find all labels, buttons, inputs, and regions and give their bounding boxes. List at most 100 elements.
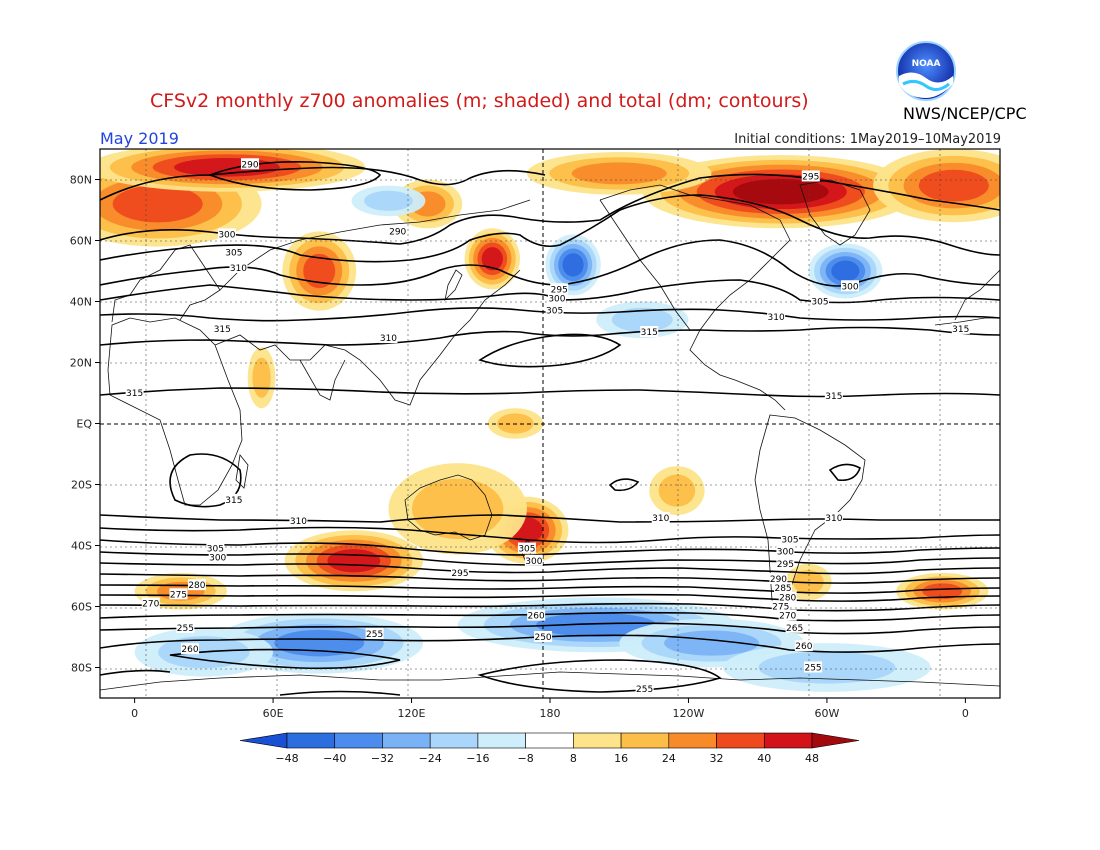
- colorbar-box: [668, 732, 717, 749]
- svg-text:305: 305: [781, 535, 798, 545]
- lon-tick-label: 0: [131, 707, 138, 720]
- noaa-logo: NOAA: [896, 41, 956, 101]
- svg-text:310: 310: [230, 264, 247, 274]
- svg-text:315: 315: [641, 328, 658, 338]
- svg-text:310: 310: [768, 313, 785, 323]
- svg-text:270: 270: [142, 599, 159, 609]
- svg-text:290: 290: [241, 160, 258, 170]
- contour-label: 295: [776, 557, 795, 570]
- lon-tick-label: 120W: [673, 707, 705, 720]
- anomaly-blob: [351, 185, 426, 217]
- svg-text:315: 315: [952, 325, 969, 335]
- contour-label: 300: [208, 551, 227, 564]
- anomaly-blob: [808, 243, 883, 299]
- anomaly-blob: [247, 347, 276, 409]
- lon-tick-label: 120E: [398, 707, 426, 720]
- contour-label: 260: [794, 640, 813, 652]
- contour-label: 315: [125, 387, 144, 399]
- svg-text:295: 295: [551, 285, 568, 295]
- svg-text:255: 255: [804, 664, 821, 674]
- svg-text:300: 300: [525, 557, 542, 567]
- contour-label: 280: [778, 591, 797, 603]
- svg-text:255: 255: [366, 630, 383, 640]
- colorbar-arrow-right: [811, 732, 860, 749]
- colorbar-label: −16: [466, 752, 489, 765]
- contour-label: 295: [451, 566, 469, 579]
- contour-label: 310: [651, 512, 670, 524]
- contour-label: 300: [524, 554, 543, 567]
- colorbar-box: [716, 732, 765, 749]
- colorbar-box: [382, 732, 431, 749]
- svg-text:310: 310: [825, 514, 842, 524]
- lat-tick-label: 20N: [70, 357, 92, 370]
- svg-text:310: 310: [652, 514, 669, 524]
- contour-label: 270: [778, 609, 797, 622]
- svg-text:315: 315: [825, 392, 842, 402]
- contour-label: 290: [388, 225, 407, 237]
- colorbar-box: [525, 732, 574, 749]
- contour-label: 255: [176, 621, 195, 634]
- colorbar-label: 16: [614, 752, 628, 765]
- contour-label: 305: [781, 533, 799, 545]
- colorbar: −48 −40 −32 −24 −16 −8 8 16 24 32 40 48: [239, 732, 860, 765]
- contour-label: 305: [224, 246, 243, 259]
- contour-label: 310: [229, 261, 248, 274]
- svg-text:255: 255: [636, 685, 653, 695]
- contour-label: 265: [785, 621, 804, 634]
- svg-text:310: 310: [290, 517, 307, 527]
- colorbar-label: −8: [518, 752, 534, 765]
- contour-label: 255: [635, 682, 654, 695]
- contour-label: 290: [241, 158, 259, 170]
- svg-text:305: 305: [518, 545, 535, 555]
- contour-label: 305: [545, 304, 564, 317]
- contour-label: 315: [224, 493, 243, 506]
- contour-label: 290: [769, 573, 788, 585]
- colorbar-label: 8: [570, 752, 577, 765]
- svg-text:295: 295: [451, 569, 468, 579]
- anomaly-blob: [596, 301, 689, 339]
- lon-tick-label: 0: [962, 707, 969, 720]
- contour-label: 295: [550, 283, 569, 295]
- contour-label: 305: [517, 542, 536, 555]
- longitude-axis: 0 60E 120E 180 120W 60W 0: [131, 698, 969, 720]
- initial-conditions-label: Initial conditions: 1May2019–10May2019: [734, 132, 1001, 147]
- svg-text:300: 300: [209, 554, 226, 564]
- contour-label: 315: [213, 322, 232, 335]
- svg-text:300: 300: [218, 230, 235, 240]
- svg-text:260: 260: [795, 642, 812, 652]
- colorbar-box: [429, 732, 479, 749]
- colorbar-label: 32: [710, 752, 724, 765]
- grid-lines: [100, 149, 1000, 698]
- svg-text:300: 300: [777, 548, 794, 558]
- lat-tick-label: 40N: [70, 296, 92, 309]
- anomaly-blob: [873, 149, 1000, 223]
- svg-text:275: 275: [170, 590, 187, 600]
- lon-tick-label: 180: [540, 707, 561, 720]
- svg-text:260: 260: [528, 612, 545, 622]
- svg-text:315: 315: [214, 325, 231, 335]
- contour-label: 295: [801, 170, 820, 182]
- anomaly-blob: [896, 572, 989, 610]
- lat-tick-label: EQ: [76, 418, 92, 431]
- contour-label: 250: [534, 631, 553, 643]
- chart-title: CFSv2 monthly z700 anomalies (m; shaded)…: [150, 90, 809, 112]
- contour-label: 310: [824, 512, 843, 524]
- contour-label: 300: [841, 280, 859, 292]
- svg-text:290: 290: [389, 227, 406, 237]
- lon-tick-label: 60E: [263, 707, 284, 720]
- colorbar-label: −24: [419, 752, 442, 765]
- lat-tick-label: 60N: [70, 235, 92, 248]
- colorbar-label: 24: [662, 752, 676, 765]
- colorbar-box: [334, 732, 383, 749]
- contour-label: 315: [951, 322, 970, 335]
- lat-tick-label: 40S: [71, 540, 92, 553]
- svg-text:270: 270: [779, 612, 796, 622]
- contour-label: 300: [547, 292, 566, 304]
- contour-label: 300: [776, 545, 795, 558]
- colorbar-box: [763, 732, 813, 749]
- svg-text:305: 305: [811, 298, 828, 308]
- lon-tick-label: 60W: [814, 707, 839, 720]
- svg-text:250: 250: [534, 633, 551, 643]
- contour-label: 275: [771, 600, 790, 613]
